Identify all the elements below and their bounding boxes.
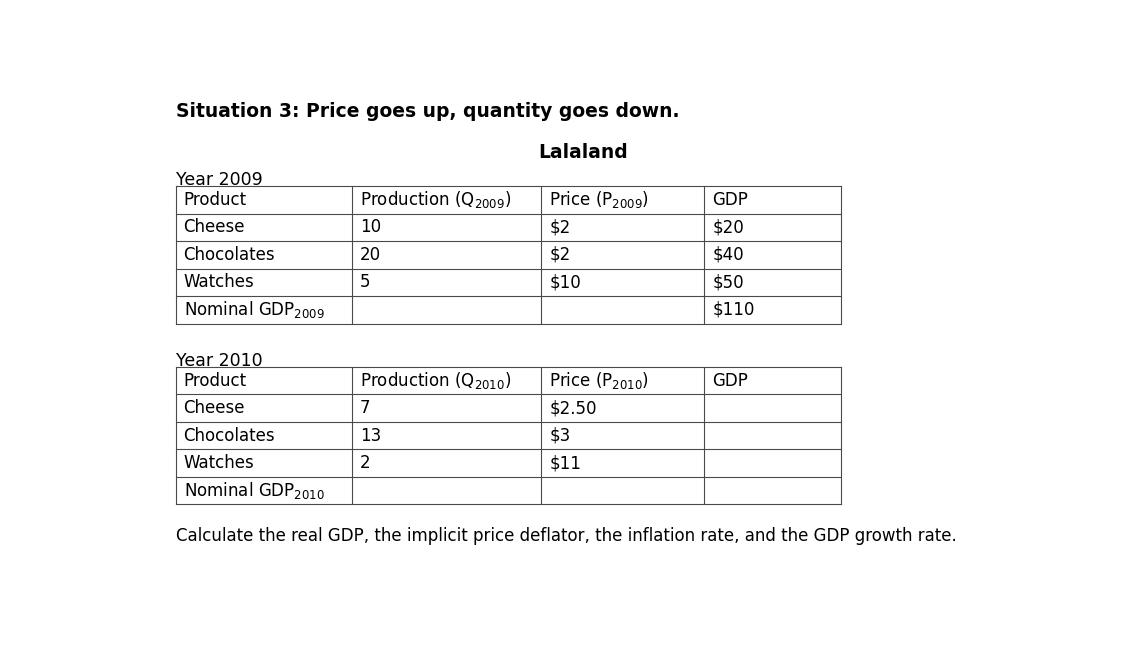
Text: $2: $2 <box>549 218 571 237</box>
Text: $10: $10 <box>549 274 581 292</box>
Text: Year 2009: Year 2009 <box>175 171 263 189</box>
Text: Nominal GDP$_{2010}$: Nominal GDP$_{2010}$ <box>183 480 324 501</box>
Text: $50: $50 <box>712 274 744 292</box>
Text: GDP: GDP <box>712 191 748 209</box>
Text: Situation 3: Price goes up, quantity goes down.: Situation 3: Price goes up, quantity goe… <box>175 102 679 121</box>
Text: Product: Product <box>183 371 247 389</box>
Text: Production (Q$_{2010}$): Production (Q$_{2010}$) <box>359 370 512 391</box>
Text: 2: 2 <box>359 454 371 472</box>
Text: $40: $40 <box>712 246 744 264</box>
Text: Watches: Watches <box>183 274 255 292</box>
Text: Product: Product <box>183 191 247 209</box>
Text: 13: 13 <box>359 426 381 445</box>
Text: Production (Q$_{2009}$): Production (Q$_{2009}$) <box>359 190 512 210</box>
Text: Calculate the real GDP, the implicit price deflator, the inflation rate, and the: Calculate the real GDP, the implicit pri… <box>175 527 956 545</box>
Text: Price (P$_{2010}$): Price (P$_{2010}$) <box>549 370 649 391</box>
Text: 7: 7 <box>359 399 371 417</box>
Text: GDP: GDP <box>712 371 748 389</box>
Text: Chocolates: Chocolates <box>183 246 275 264</box>
Text: Watches: Watches <box>183 454 255 472</box>
Text: $3: $3 <box>549 426 571 445</box>
Text: 10: 10 <box>359 218 381 237</box>
Text: $11: $11 <box>549 454 581 472</box>
Text: Nominal GDP$_{2009}$: Nominal GDP$_{2009}$ <box>183 299 324 321</box>
Text: $2: $2 <box>549 246 571 264</box>
Text: Cheese: Cheese <box>183 218 246 237</box>
Text: 5: 5 <box>359 274 371 292</box>
Text: Price (P$_{2009}$): Price (P$_{2009}$) <box>549 190 649 210</box>
Text: Cheese: Cheese <box>183 399 246 417</box>
Text: Chocolates: Chocolates <box>183 426 275 445</box>
Text: Year 2010: Year 2010 <box>175 352 263 369</box>
Text: $20: $20 <box>712 218 744 237</box>
Text: 20: 20 <box>359 246 381 264</box>
Text: $110: $110 <box>712 301 755 319</box>
Text: $2.50: $2.50 <box>549 399 597 417</box>
Text: Lalaland: Lalaland <box>538 143 628 162</box>
